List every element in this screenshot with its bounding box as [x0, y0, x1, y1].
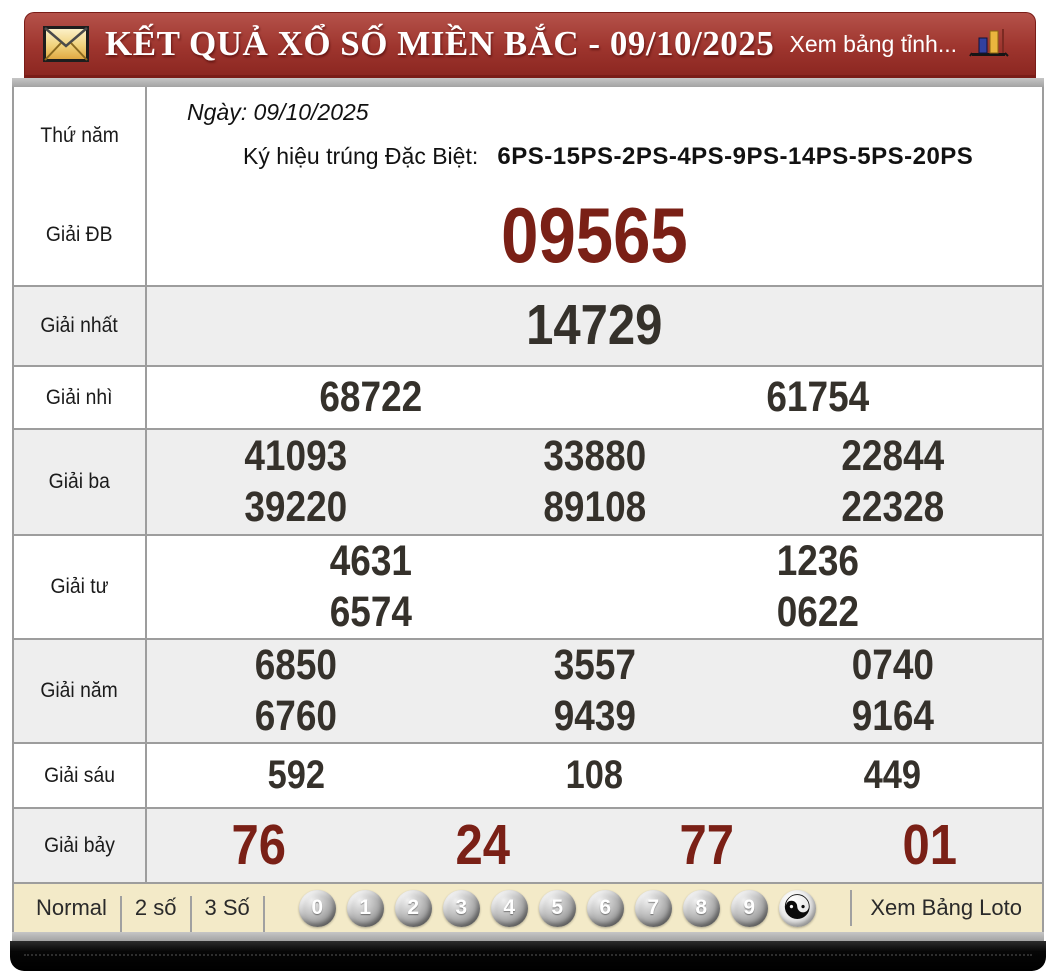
prize-number: 6574: [329, 588, 412, 636]
prize-number: 24: [455, 812, 510, 877]
prize-row-3: Giải ba 41093 33880 22844 39220 89108 22328: [14, 428, 1042, 534]
prize-label: Giải năm: [14, 640, 147, 742]
results-table: Thứ năm Ngày: 09/10/2025 Ký hiệu trúng Đ…: [12, 87, 1044, 882]
prize-number: 14729: [526, 293, 663, 358]
view-loto-table-link[interactable]: Xem Bảng Loto: [870, 895, 1022, 920]
digit-ball-2[interactable]: 2: [394, 889, 432, 927]
digit-ball-6[interactable]: 6: [586, 889, 624, 927]
prize-row-4: Giải tư 4631 1236 6574 0622: [14, 534, 1042, 638]
prize-values: 592 108 449: [147, 744, 1042, 807]
prize-number: 61754: [766, 373, 870, 422]
prize-number: 9164: [851, 692, 934, 740]
prize-values: 6850 3557 0740 6760 9439 9164: [147, 640, 1042, 742]
draw-date: Ngày: 09/10/2025: [187, 99, 369, 125]
footer-divider: [262, 896, 265, 932]
prize-number: 41093: [244, 432, 348, 481]
header-bar: KẾT QUẢ XỔ SỐ MIỀN BẮC - 09/10/2025 Xem …: [24, 12, 1036, 78]
mode-2-digits[interactable]: 2 số: [134, 895, 177, 920]
prize-number: 77: [679, 812, 734, 877]
prize-label: Giải tư: [14, 536, 147, 638]
prize-label: Giải nhì: [14, 367, 147, 428]
prize-number: 01: [902, 812, 958, 877]
bar-chart-icon[interactable]: [969, 27, 1009, 61]
digit-ball-9[interactable]: 9: [730, 889, 768, 927]
envelope-icon: [43, 26, 89, 62]
digit-ball-0[interactable]: 0: [298, 889, 336, 927]
prize-row-0: Giải ĐB 09565: [14, 185, 1042, 285]
prize-number: 39220: [244, 483, 348, 531]
prize-number: 22844: [841, 432, 945, 481]
prize-number: 0740: [851, 641, 934, 690]
special-sign-value: 6PS-15PS-2PS-4PS-9PS-14PS-5PS-20PS: [497, 143, 974, 170]
prize-number: 449: [864, 752, 922, 797]
loto-link-wrap: Xem Bảng Loto: [850, 890, 1026, 926]
footer-divider: [119, 896, 122, 932]
prize-number: 6760: [255, 692, 338, 740]
yinyang-icon[interactable]: ☯: [778, 889, 816, 927]
page-title: KẾT QUẢ XỔ SỐ MIỀN BẮC - 09/10/2025: [105, 24, 775, 63]
prize-number: 3557: [553, 641, 636, 690]
prize-values: 09565: [147, 185, 1042, 285]
mode-3-digits[interactable]: 3 Số: [204, 895, 250, 920]
prize-row-6: Giải sáu 592 108 449: [14, 742, 1042, 807]
prize-number: 6850: [255, 641, 338, 690]
prize-values: 14729: [147, 287, 1042, 365]
digit-ball-3[interactable]: 3: [442, 889, 480, 927]
prize-number: 76: [231, 812, 287, 877]
prize-label: Giải bảy: [14, 809, 147, 882]
prize-values: 41093 33880 22844 39220 89108 22328: [147, 430, 1042, 534]
bottom-black-bar: [10, 941, 1046, 971]
digit-ball-4[interactable]: 4: [490, 889, 528, 927]
footer-divider: [189, 896, 192, 932]
bottom-gray-strip: [12, 932, 1044, 941]
prize-row-7: Giải bảy 76 24 77 01: [14, 807, 1042, 882]
prize-label: Giải nhất: [14, 287, 147, 365]
mode-normal[interactable]: Normal: [36, 895, 107, 920]
prize-label: Giải sáu: [14, 744, 147, 807]
prize-number: 592: [267, 752, 325, 797]
prize-values: 76 24 77 01: [147, 809, 1042, 882]
top-gray-strip: [12, 78, 1044, 87]
special-sign-line: Ký hiệu trúng Đặc Biệt: 6PS-15PS-2PS-4PS…: [147, 143, 1042, 171]
prize-number: 22328: [841, 483, 945, 531]
prize-row-5: Giải năm 6850 3557 0740 6760 9439 9164: [14, 638, 1042, 742]
prize-row-2: Giải nhì 68722 61754: [14, 365, 1042, 428]
prize-values: 68722 61754: [147, 367, 1042, 428]
draw-info: Ngày: 09/10/2025 Ký hiệu trúng Đặc Biệt:…: [147, 87, 1042, 185]
prize-number: 09565: [501, 190, 688, 279]
prize-number: 89108: [543, 483, 646, 531]
prize-row-1: Giải nhất 14729: [14, 285, 1042, 365]
digit-ball-7[interactable]: 7: [634, 889, 672, 927]
province-table-link[interactable]: Xem bảng tỉnh...: [790, 27, 1010, 61]
digit-ball-1[interactable]: 1: [346, 889, 384, 927]
prize-label: Giải ba: [14, 430, 147, 534]
prize-number: 33880: [543, 432, 646, 481]
draw-info-row: Thứ năm Ngày: 09/10/2025 Ký hiệu trúng Đ…: [14, 87, 1042, 185]
special-sign-label: Ký hiệu trúng Đặc Biệt:: [243, 143, 479, 169]
footer-divider: [850, 890, 853, 926]
prize-number: 9439: [553, 692, 636, 740]
prize-number: 1236: [777, 537, 860, 586]
prize-number: 108: [565, 752, 624, 797]
digit-ball-5[interactable]: 5: [538, 889, 576, 927]
digit-ball-8[interactable]: 8: [682, 889, 720, 927]
prize-number: 0622: [777, 588, 860, 636]
province-table-label[interactable]: Xem bảng tỉnh...: [789, 30, 958, 57]
prize-number: 68722: [319, 373, 423, 422]
weekday-label: Thứ năm: [14, 87, 147, 185]
prize-number: 4631: [329, 537, 412, 586]
prize-values: 4631 1236 6574 0622: [147, 536, 1042, 638]
prize-rows: Giải ĐB 09565 Giải nhất 14729 Giải nhì 68722 6…: [14, 185, 1042, 882]
prize-label: Giải ĐB: [14, 185, 147, 285]
